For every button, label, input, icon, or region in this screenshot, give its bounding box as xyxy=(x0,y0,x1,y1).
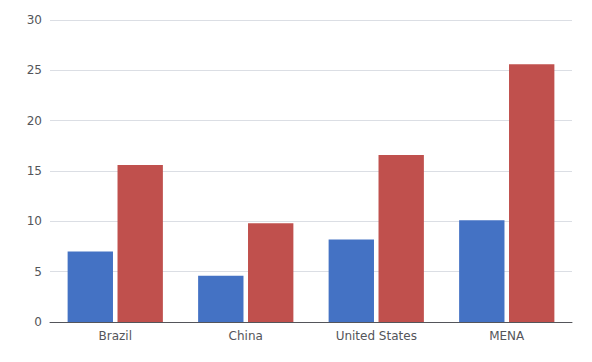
svg-text:30: 30 xyxy=(27,13,42,27)
svg-text:25: 25 xyxy=(27,63,42,77)
svg-text:10: 10 xyxy=(27,214,42,228)
svg-text:0: 0 xyxy=(34,315,42,329)
svg-text:China: China xyxy=(229,329,263,343)
svg-text:MENA: MENA xyxy=(489,329,525,343)
svg-text:20: 20 xyxy=(27,114,42,128)
svg-text:United States: United States xyxy=(336,329,417,343)
svg-text:15: 15 xyxy=(27,164,42,178)
svg-text:Brazil: Brazil xyxy=(99,329,133,343)
svg-text:5: 5 xyxy=(34,265,42,279)
